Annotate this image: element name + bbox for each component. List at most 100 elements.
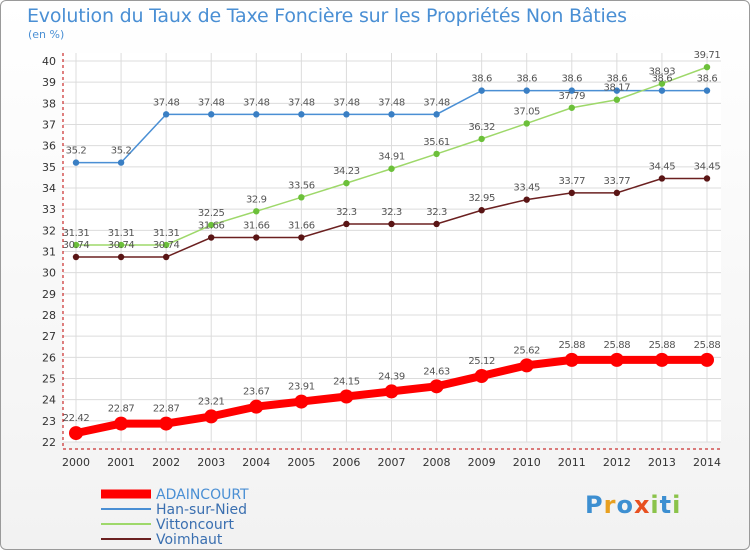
x-tick-label: 2005 <box>287 456 315 469</box>
data-point-vittoncourt <box>523 120 530 127</box>
data-point-han-sur-nied <box>433 111 440 118</box>
proxiti-logo: Proxiti <box>585 491 682 519</box>
data-point-han-sur-nied <box>253 111 260 118</box>
data-point-vittoncourt <box>568 104 575 111</box>
y-tick-label: 29 <box>42 288 56 301</box>
x-tick-label: 2000 <box>62 456 90 469</box>
data-label-adaincourt: 25.88 <box>558 340 585 351</box>
data-label-han-sur-nied: 38.6 <box>516 74 537 85</box>
data-label-adaincourt: 22.87 <box>153 404 180 415</box>
data-label-voimhaut: 31.66 <box>288 221 315 232</box>
y-tick-label: 27 <box>42 330 56 343</box>
data-point-voimhaut <box>343 220 350 228</box>
data-point-vittoncourt <box>433 150 440 158</box>
data-label-adaincourt: 22.87 <box>108 404 135 415</box>
data-point-vittoncourt <box>253 208 260 215</box>
data-point-han-sur-nied <box>478 87 485 94</box>
data-point-vittoncourt <box>343 179 350 187</box>
chart-unit: (en %) <box>28 28 65 41</box>
y-tick-label: 24 <box>42 394 56 407</box>
y-tick-label: 23 <box>42 415 56 428</box>
y-tick-label: 25 <box>42 373 56 386</box>
data-point-vittoncourt <box>298 194 305 201</box>
x-tick-label: 2012 <box>603 456 631 469</box>
x-tick-label: 2011 <box>558 456 586 469</box>
data-label-adaincourt: 24.63 <box>423 366 450 377</box>
data-point-han-sur-nied <box>388 111 395 118</box>
data-label-vittoncourt: 36.32 <box>468 122 495 133</box>
x-tick-label: 2009 <box>468 456 496 469</box>
data-label-adaincourt: 25.88 <box>649 340 676 351</box>
data-point-adaincourt <box>564 352 579 367</box>
data-label-voimhaut: 32.95 <box>468 193 495 204</box>
data-label-han-sur-nied: 38.6 <box>561 74 582 85</box>
data-point-han-sur-nied <box>72 159 80 166</box>
x-tick-label: 2010 <box>513 456 541 469</box>
data-point-adaincourt <box>69 426 83 441</box>
data-label-vittoncourt: 39.71 <box>694 50 721 61</box>
data-point-han-sur-nied <box>613 87 621 94</box>
data-point-voimhaut <box>568 189 575 197</box>
x-tick-label: 2002 <box>152 456 180 469</box>
y-tick-label: 28 <box>42 309 56 322</box>
x-tick-label: 2008 <box>423 456 451 469</box>
data-point-voimhaut <box>208 234 215 241</box>
data-label-voimhaut: 30.74 <box>153 240 180 251</box>
y-tick-label: 33 <box>42 203 56 216</box>
data-point-adaincourt <box>519 358 534 373</box>
data-label-han-sur-nied: 37.48 <box>288 97 315 108</box>
data-label-vittoncourt: 31.31 <box>108 228 135 239</box>
y-tick-label: 40 <box>42 55 56 68</box>
data-label-han-sur-nied: 37.48 <box>333 97 360 108</box>
data-label-voimhaut: 32.3 <box>336 207 357 218</box>
data-label-voimhaut: 30.74 <box>63 240 90 251</box>
data-label-han-sur-nied: 38.6 <box>607 74 628 85</box>
data-point-adaincourt <box>384 384 399 399</box>
data-label-vittoncourt: 37.05 <box>513 106 540 117</box>
data-point-han-sur-nied <box>568 87 575 94</box>
y-tick-label: 32 <box>42 224 56 237</box>
x-tick-label: 2006 <box>332 456 360 469</box>
data-label-voimhaut: 32.3 <box>426 207 447 218</box>
data-point-vittoncourt <box>613 96 621 103</box>
data-point-voimhaut <box>613 189 621 197</box>
y-tick-label: 22 <box>42 436 56 449</box>
data-label-vittoncourt: 32.25 <box>198 208 225 219</box>
y-tick-label: 34 <box>42 182 56 195</box>
data-point-vittoncourt <box>388 165 395 172</box>
data-label-vittoncourt: 31.31 <box>63 228 90 239</box>
data-point-voimhaut <box>703 175 711 182</box>
y-tick-label: 31 <box>42 246 56 259</box>
legend-label-voimhaut: Voimhaut <box>156 532 223 548</box>
data-point-vittoncourt <box>162 241 170 249</box>
y-tick-label: 35 <box>42 161 56 174</box>
legend-label-vittoncourt: Vittoncourt <box>156 517 234 533</box>
data-label-vittoncourt: 35.61 <box>423 137 450 148</box>
data-label-adaincourt: 23.67 <box>243 387 270 398</box>
data-label-vittoncourt: 31.31 <box>153 228 180 239</box>
data-point-adaincourt <box>204 409 219 424</box>
data-label-adaincourt: 22.42 <box>63 413 90 424</box>
data-point-adaincourt <box>609 352 624 367</box>
data-label-han-sur-nied: 37.48 <box>198 97 225 108</box>
data-label-han-sur-nied: 38.6 <box>471 74 492 85</box>
data-point-vittoncourt <box>72 241 80 249</box>
data-label-voimhaut: 32.3 <box>381 207 402 218</box>
data-point-han-sur-nied <box>117 159 125 166</box>
data-label-han-sur-nied: 37.48 <box>243 97 270 108</box>
x-tick-label: 2014 <box>693 456 721 469</box>
data-label-han-sur-nied: 37.48 <box>378 97 405 108</box>
data-label-voimhaut: 30.74 <box>108 240 135 251</box>
data-label-han-sur-nied: 38.6 <box>652 74 673 85</box>
data-label-adaincourt: 25.88 <box>604 340 631 351</box>
data-point-adaincourt <box>339 389 354 404</box>
chart-title: Evolution du Taux de Taxe Foncière sur l… <box>27 5 627 27</box>
data-label-vittoncourt: 38.93 <box>649 67 676 78</box>
data-point-voimhaut <box>388 220 395 228</box>
data-label-vittoncourt: 37.79 <box>558 91 585 102</box>
data-label-voimhaut: 34.45 <box>694 161 721 172</box>
data-label-adaincourt: 23.91 <box>288 382 315 393</box>
data-point-voimhaut <box>478 207 485 214</box>
data-label-vittoncourt: 34.91 <box>378 152 405 163</box>
